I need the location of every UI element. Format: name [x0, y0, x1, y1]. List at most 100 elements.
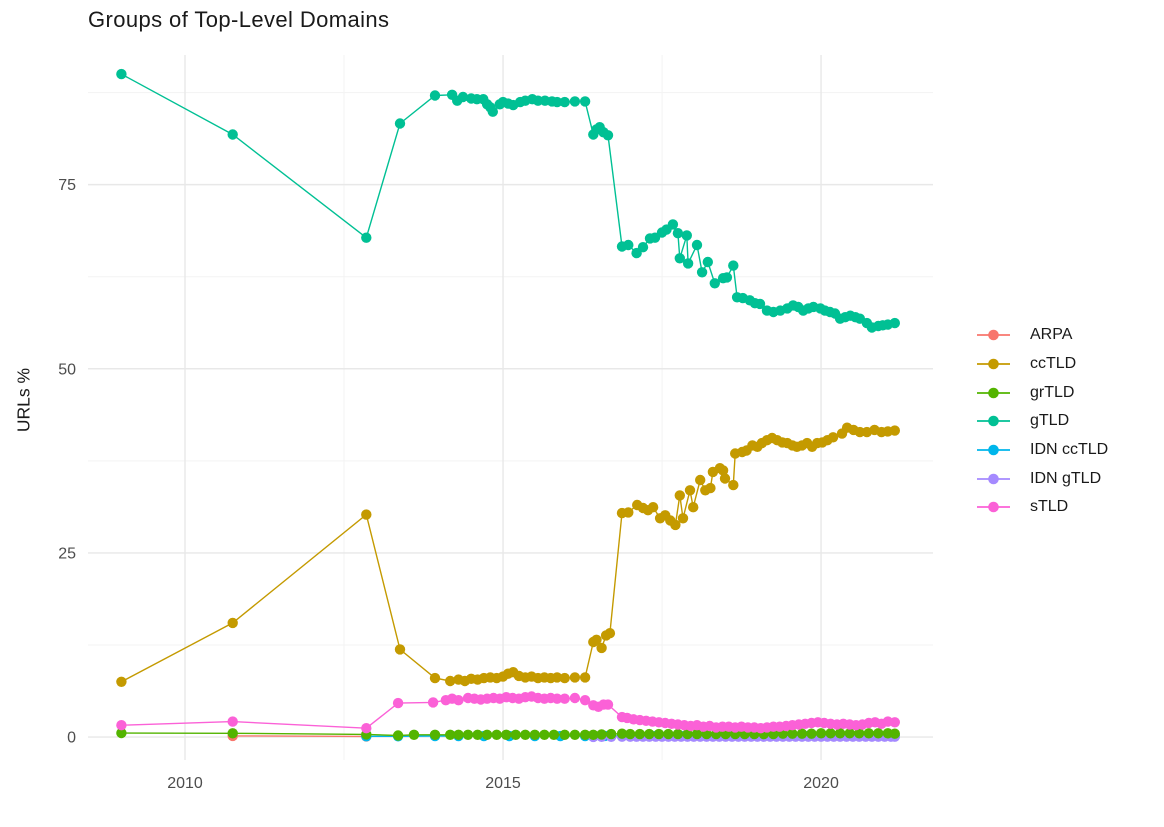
- data-point: [559, 96, 570, 108]
- data-point: [863, 728, 874, 739]
- data-point: [116, 727, 127, 739]
- data-point: [510, 729, 521, 740]
- data-point: [674, 490, 685, 501]
- data-point: [667, 219, 679, 230]
- data-point: [453, 695, 464, 706]
- data-point: [702, 256, 713, 268]
- series-line-cctld: [121, 426, 895, 683]
- data-point: [616, 728, 628, 739]
- data-point: [806, 728, 817, 739]
- data-point: [559, 672, 570, 684]
- data-point: [596, 642, 607, 654]
- data-point: [696, 267, 708, 278]
- data-point: [825, 728, 836, 739]
- data-point: [361, 232, 372, 243]
- legend-item-stld: sTLD: [977, 493, 1108, 522]
- data-point: [844, 728, 855, 739]
- data-point: [569, 96, 581, 107]
- data-point: [392, 730, 404, 741]
- legend-key-dot: [988, 502, 999, 513]
- series-arpa: [227, 730, 372, 742]
- data-point: [462, 729, 474, 740]
- series-line-arpa: [232, 735, 367, 738]
- data-point: [487, 106, 498, 117]
- data-point: [672, 728, 684, 740]
- data-point: [539, 729, 550, 740]
- data-point: [548, 729, 560, 740]
- data-point: [408, 729, 420, 740]
- legend-item-idn-gtld: IDN gTLD: [977, 464, 1108, 493]
- legend-item-arpa: ARPA: [977, 321, 1108, 350]
- data-point: [623, 507, 634, 518]
- data-point: [588, 729, 599, 740]
- legend-item-gtld: gTLD: [977, 407, 1108, 436]
- data-point: [394, 644, 406, 655]
- data-point: [873, 728, 884, 739]
- y-tick-label: 75: [58, 177, 76, 194]
- y-tick-label: 25: [58, 545, 76, 562]
- series-cctld: [116, 422, 900, 687]
- x-tick-label: 2015: [485, 775, 521, 792]
- legend-key-dot: [988, 416, 999, 427]
- data-point: [653, 728, 665, 740]
- data-point: [551, 96, 563, 108]
- data-point: [623, 239, 634, 251]
- data-point: [453, 729, 464, 740]
- data-point: [717, 465, 729, 476]
- data-point: [604, 628, 616, 639]
- data-point: [768, 728, 779, 740]
- data-point: [491, 729, 502, 740]
- legend-label-idn-gtld: IDN gTLD: [1030, 469, 1102, 487]
- series-gtld: [116, 68, 900, 333]
- data-point: [719, 473, 731, 484]
- data-point: [602, 699, 614, 710]
- data-point: [625, 728, 636, 740]
- data-point: [445, 729, 456, 740]
- legend-key-dot: [988, 473, 999, 485]
- data-point: [427, 697, 439, 708]
- data-point: [827, 432, 839, 443]
- data-point: [647, 502, 659, 513]
- data-point: [815, 728, 827, 739]
- data-point: [569, 729, 581, 740]
- data-point: [796, 728, 808, 739]
- data-point: [889, 425, 900, 436]
- data-point: [579, 672, 591, 683]
- legend-label-arpa: ARPA: [1030, 326, 1073, 344]
- legend-label-cctld: ccTLD: [1030, 355, 1077, 373]
- legend-marker-grtld: [977, 387, 1010, 399]
- data-point: [579, 96, 591, 107]
- legend-marker-gtld: [977, 416, 1010, 427]
- data-point: [579, 695, 591, 706]
- data-point: [227, 617, 238, 629]
- data-point: [728, 260, 739, 271]
- legend-marker-arpa: [977, 330, 1010, 341]
- data-point: [682, 258, 694, 269]
- legend-label-idn-cctld: IDN ccTLD: [1030, 441, 1109, 459]
- legend-item-idn-cctld: IDN ccTLD: [977, 436, 1108, 465]
- data-point: [227, 716, 238, 727]
- data-point: [787, 728, 798, 739]
- data-point: [754, 298, 766, 310]
- data-point: [834, 728, 846, 739]
- legend-marker-idn-cctld: [977, 444, 1010, 456]
- data-point: [392, 697, 404, 709]
- data-point: [559, 729, 570, 740]
- legend-key-dot: [988, 330, 999, 341]
- data-point: [663, 728, 674, 740]
- legend-marker-idn-gtld: [977, 473, 1010, 485]
- x-tick-label: 2010: [167, 775, 203, 792]
- legend-label-stld: sTLD: [1030, 498, 1069, 516]
- data-point: [637, 242, 649, 253]
- legend-key-dot: [988, 358, 999, 370]
- data-point: [569, 672, 581, 683]
- legend-key-dot: [988, 444, 999, 456]
- legend-item-grtld: grTLD: [977, 378, 1108, 407]
- data-point: [429, 90, 441, 101]
- data-point: [721, 272, 733, 283]
- data-point: [728, 479, 739, 491]
- series-line-gtld: [121, 73, 895, 329]
- data-point: [579, 729, 591, 740]
- data-point: [591, 634, 602, 645]
- data-point: [559, 693, 570, 704]
